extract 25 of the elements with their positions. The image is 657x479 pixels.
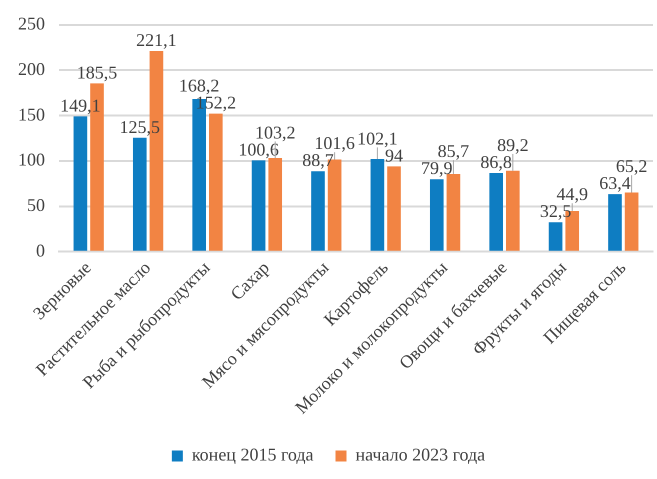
- y-tick-label: 200: [18, 58, 45, 79]
- bar: [608, 194, 622, 251]
- bar: [430, 179, 444, 251]
- legend-label: конец 2015 года: [192, 444, 314, 465]
- bar: [311, 171, 325, 251]
- bar: [74, 116, 88, 251]
- bar: [132, 138, 147, 251]
- bar: [387, 166, 401, 251]
- y-tick-label: 50: [27, 195, 45, 216]
- bar: [624, 192, 638, 251]
- bar: [370, 159, 384, 251]
- y-tick-label: 150: [18, 104, 45, 124]
- bar: [489, 172, 504, 251]
- bar: [506, 170, 520, 251]
- bar: [208, 114, 223, 251]
- y-tick-label: 100: [18, 150, 45, 170]
- data-label: 185,5: [76, 62, 118, 82]
- data-label: 221,1: [136, 30, 177, 50]
- bar: [548, 222, 562, 251]
- legend-label: начало 2023 года: [356, 444, 486, 465]
- bar: [268, 158, 282, 251]
- data-label: 168,2: [178, 76, 220, 96]
- bar: [252, 160, 266, 251]
- y-tick-label: 250: [18, 14, 45, 34]
- y-tick-label: 0: [36, 240, 45, 260]
